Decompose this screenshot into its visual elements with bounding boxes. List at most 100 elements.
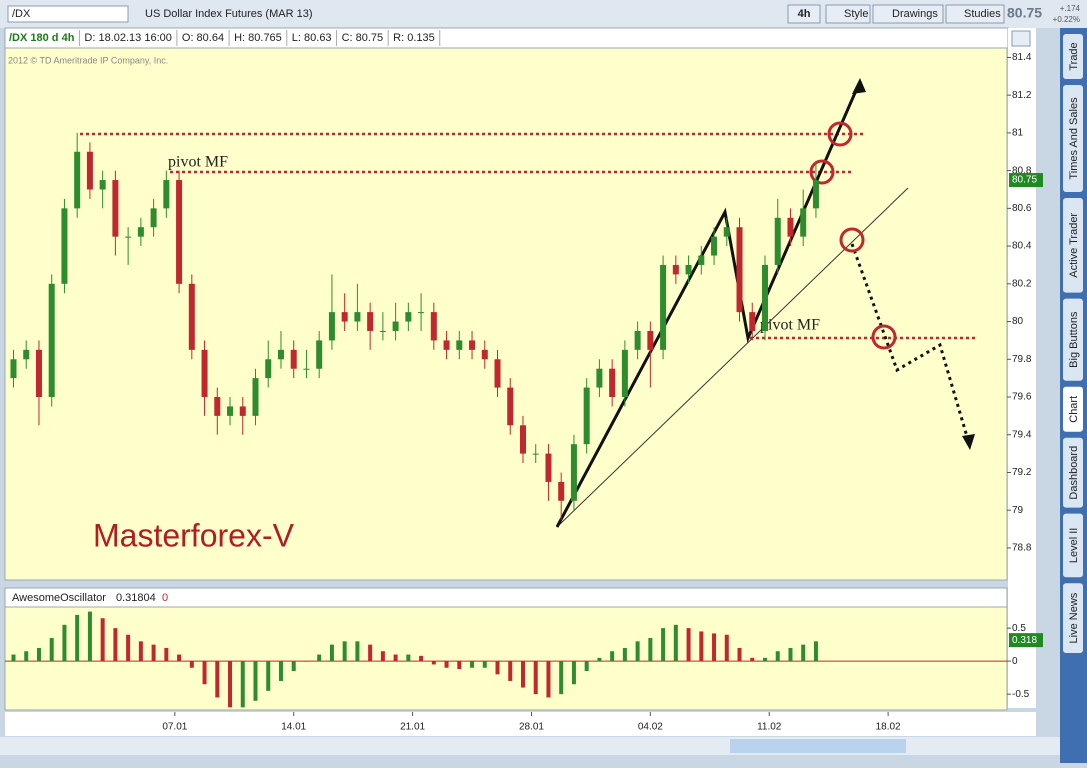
side-tab-label[interactable]: Active Trader	[1068, 213, 1080, 278]
drawings-button[interactable]	[872, 4, 944, 24]
osc-bar	[520, 661, 525, 688]
candle-body	[10, 359, 17, 379]
candle-body	[328, 312, 335, 341]
osc-bar	[138, 641, 143, 662]
candle-body	[634, 330, 641, 350]
side-tab[interactable]	[1063, 437, 1083, 508]
osc-bar	[597, 657, 602, 662]
y-tick-label: 78.8	[1012, 543, 1032, 554]
side-tab-label[interactable]: Dashboard	[1068, 446, 1080, 500]
last-value-box	[1009, 633, 1043, 648]
candle-body	[112, 180, 119, 237]
osc-bar	[788, 647, 793, 662]
osc-bar	[661, 628, 666, 662]
osc-bar	[164, 647, 169, 662]
symbol-box[interactable]	[7, 5, 129, 23]
y-tick-label: 0.5	[1012, 623, 1026, 634]
candle-body	[239, 406, 246, 416]
side-tab[interactable]	[1063, 34, 1083, 79]
osc-bar	[177, 654, 182, 662]
osc-bar	[635, 641, 640, 662]
osc-bar	[11, 654, 16, 662]
y-tick-label: 79.6	[1012, 392, 1032, 403]
studies-button[interactable]	[945, 4, 1005, 24]
symbol[interactable]: /DX	[12, 8, 31, 20]
candle-body	[188, 283, 195, 350]
candle-body	[74, 151, 81, 209]
osc-bar	[801, 644, 806, 662]
candle-body	[532, 453, 539, 455]
candle-body	[558, 481, 565, 501]
side-tab-label[interactable]: Level II	[1068, 528, 1080, 563]
studies[interactable]: Studies	[964, 8, 1001, 20]
candle-body	[86, 151, 93, 190]
x-tick-label: 04.02	[638, 722, 663, 733]
candle-body	[405, 312, 412, 322]
osc-bar	[215, 661, 220, 698]
copyright: 2012 © TD Ameritrade IP Company, Inc.	[8, 55, 168, 65]
circle	[809, 159, 835, 185]
x-tick-label: 14.01	[281, 722, 306, 733]
period-button[interactable]	[787, 4, 821, 24]
osc-bar	[266, 661, 271, 691]
x-tick-label: 07.01	[162, 722, 187, 733]
y-tick-label: 81.4	[1012, 52, 1032, 63]
side-tab-label[interactable]: Trade	[1068, 42, 1080, 70]
candle-body	[545, 453, 552, 482]
drawings[interactable]: Drawings	[892, 8, 938, 20]
osc-bar	[189, 661, 194, 668]
osc-bar	[87, 611, 92, 662]
osc-bar	[36, 647, 41, 662]
osc-bar	[444, 661, 449, 668]
candle-body	[456, 340, 463, 350]
period[interactable]: 4h	[798, 8, 811, 20]
side-tab[interactable]	[1063, 298, 1083, 381]
candle-body	[430, 312, 437, 341]
price-axis	[1008, 28, 1036, 708]
side-tab-label[interactable]: Live News	[1068, 592, 1080, 643]
side-tab-label[interactable]: Times And Sales	[1068, 97, 1080, 180]
chart-settings[interactable]	[1011, 30, 1031, 47]
style-button[interactable]	[825, 4, 871, 24]
trend-line	[556, 187, 909, 528]
candle-body	[711, 236, 718, 256]
candle-body	[812, 180, 819, 209]
side-tab-label[interactable]: Big Buttons	[1068, 311, 1080, 368]
osc-bar	[419, 655, 424, 662]
candle-body	[367, 312, 374, 331]
info-field: O: 80.64	[182, 32, 224, 44]
side-tab[interactable]	[1063, 198, 1083, 293]
x-tick-label: 11.02	[757, 722, 782, 733]
candle-body	[723, 227, 730, 237]
y-tick-label: -0.5	[1012, 689, 1030, 700]
candle-body	[303, 368, 310, 370]
side-tab-label[interactable]: Chart	[1068, 396, 1080, 423]
osc-title: AwesomeOscillator	[12, 592, 106, 604]
y-tick-label: 79.8	[1012, 354, 1032, 365]
osc-bar	[393, 654, 398, 662]
y-tick-label: 81	[1012, 128, 1024, 139]
candle-body	[481, 349, 488, 360]
candle-body	[570, 444, 577, 501]
osc-bar	[100, 618, 105, 662]
candle-body	[418, 312, 425, 314]
x-tick-label: 18.02	[876, 722, 901, 733]
side-tab[interactable]	[1063, 386, 1083, 432]
osc-bar	[304, 661, 309, 662]
osc-bar	[775, 651, 780, 662]
osc-bar	[62, 624, 67, 662]
side-tab[interactable]	[1063, 85, 1083, 192]
candle-body	[583, 387, 590, 445]
style[interactable]: Style	[844, 8, 868, 20]
annotation: pivot MF	[760, 317, 820, 334]
side-tab[interactable]	[1063, 513, 1083, 578]
osc-bar	[508, 661, 513, 681]
candle-body	[176, 180, 183, 284]
candle-body	[787, 217, 794, 237]
osc-bar	[559, 661, 564, 695]
side-tab[interactable]	[1063, 583, 1083, 653]
candle-body	[774, 217, 781, 265]
scroll-thumb[interactable]	[730, 739, 906, 753]
osc-bar	[368, 644, 373, 662]
osc-bar	[762, 657, 767, 662]
